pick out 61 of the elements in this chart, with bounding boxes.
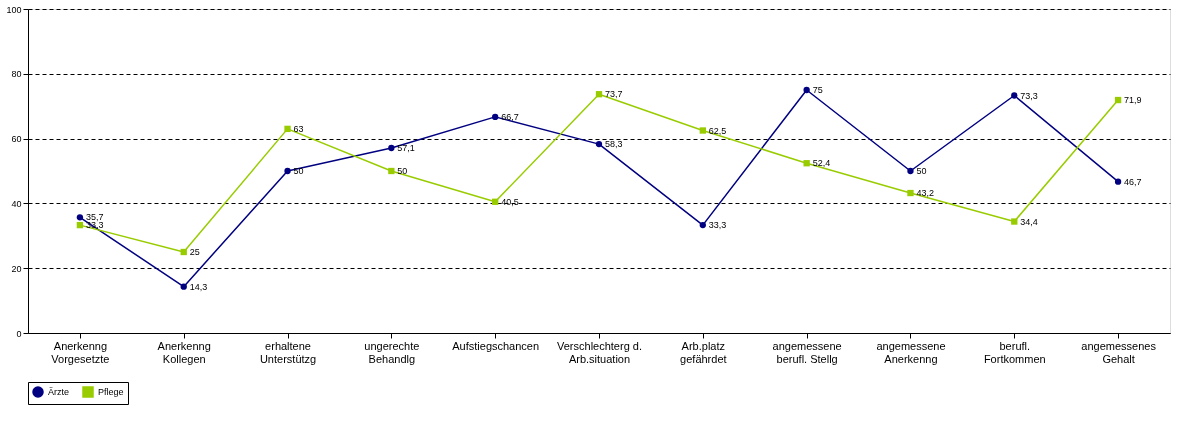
point [180, 283, 187, 290]
data-label: 50 [916, 166, 927, 176]
point [388, 144, 395, 152]
y-tick-label: 0 [16, 328, 22, 339]
x-tick-label: berufl. Fortkommen [983, 339, 1046, 365]
point [803, 160, 810, 167]
data-label: 35,7 [85, 212, 104, 223]
data-label: 34,4 [1020, 216, 1038, 227]
x-tick-label: angemessenes Gehalt [1081, 339, 1157, 365]
point [1114, 178, 1122, 185]
y-tick-label: 60 [11, 134, 22, 145]
x-tick-label: Anerkenng Vorgesetzte [51, 339, 110, 365]
x-tick-label: Verschlechterg d. Arb.situation [557, 339, 642, 365]
data-label: 46,7 [1124, 176, 1142, 187]
point [803, 86, 810, 94]
data-label: 25 [189, 247, 200, 257]
point [907, 189, 914, 197]
point [1011, 218, 1018, 225]
data-label: 73,7 [605, 89, 623, 100]
y-tick-label: 20 [11, 263, 22, 274]
point [1011, 92, 1018, 99]
y-tick-label: 100 [6, 4, 22, 15]
data-label: 14,3 [189, 281, 208, 292]
point [76, 214, 84, 221]
point [907, 167, 914, 175]
data-label: 58,3 [605, 139, 623, 150]
data-label: 50 [293, 166, 304, 176]
x-tick-label: angemessene Anerkenng [876, 339, 946, 365]
point [492, 198, 499, 205]
data-label: 75 [812, 85, 823, 95]
point [388, 167, 395, 175]
legend-label: Pflege [98, 387, 124, 397]
point [76, 221, 84, 229]
point [699, 221, 706, 229]
data-label: 43,2 [916, 188, 934, 199]
data-label: 57,1 [397, 143, 415, 153]
point [180, 248, 187, 256]
x-tick-label: Anerkenng Kollegen [157, 339, 211, 365]
point [699, 127, 706, 134]
x-tick-label: Aufstiegschancen [452, 339, 540, 352]
data-label: 33,3 [708, 220, 727, 231]
data-label: 63 [293, 123, 304, 134]
point [595, 140, 603, 148]
data-label: 50 [397, 166, 408, 176]
point [284, 167, 291, 175]
x-tick-label: ungerechte Behandlg [364, 339, 420, 365]
data-label: 73,3 [1020, 90, 1038, 101]
point [595, 91, 603, 98]
data-label: 52,4 [812, 158, 831, 169]
x-tick-label: angemessene berufl. Stellg [772, 339, 842, 365]
data-label: 62,5 [708, 125, 727, 136]
point [492, 113, 499, 121]
y-tick-label: 80 [11, 69, 22, 80]
legend-label: Ärzte [48, 387, 70, 397]
point [1114, 96, 1122, 104]
data-label: 71,9 [1124, 95, 1142, 106]
data-label: 66,7 [501, 111, 519, 122]
y-tick-label: 40 [11, 198, 22, 209]
x-tick-label: Arb.platz gefährdet [680, 339, 727, 365]
x-tick-label: erhaltene Unterstützg [259, 339, 317, 365]
point [284, 125, 291, 133]
